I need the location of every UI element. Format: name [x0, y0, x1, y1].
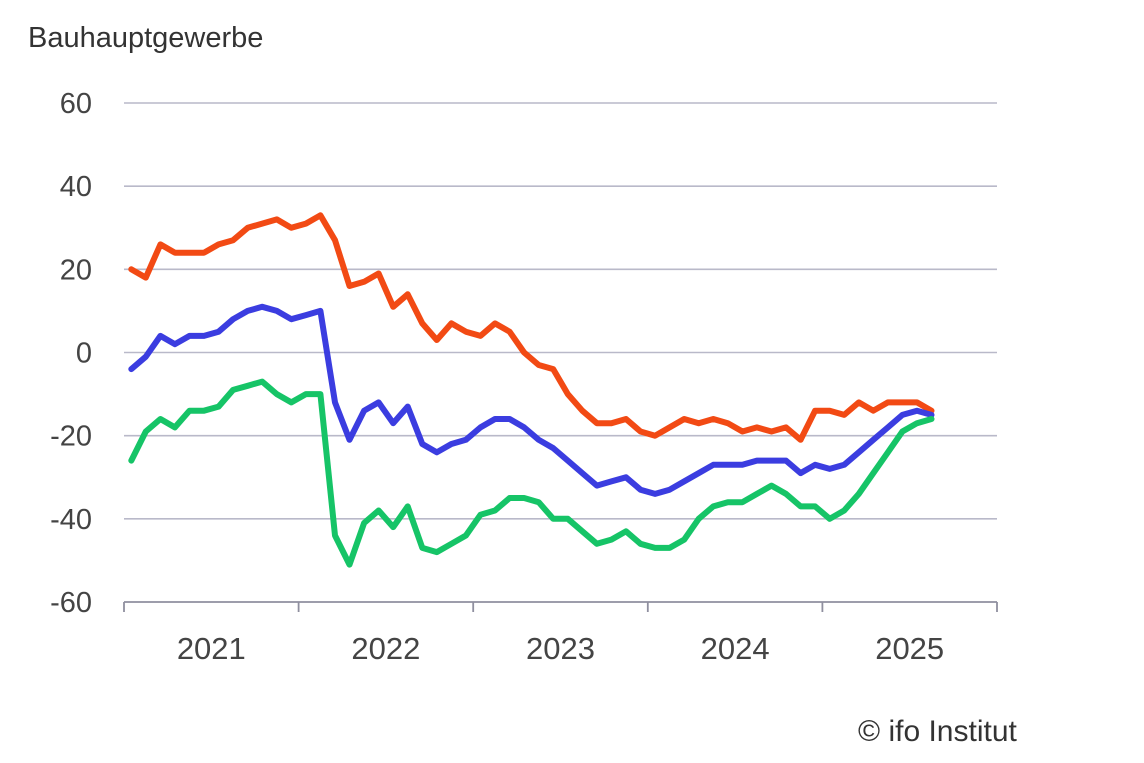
- y-tick-label: -40: [50, 504, 92, 536]
- series-lines: [128, 212, 935, 568]
- x-tick-label: 2022: [351, 631, 420, 666]
- y-tick-label: 20: [60, 254, 92, 286]
- series-line-1: [128, 212, 935, 443]
- x-axis: 2021 2022 2023 2024 2025: [123, 601, 998, 666]
- copyright-credit: © ifo Institut: [858, 715, 1017, 748]
- series-line-3: [128, 378, 935, 568]
- y-tick-label: 0: [76, 338, 92, 370]
- x-tick-label: 2025: [875, 631, 944, 666]
- x-tick-label: 2024: [701, 631, 770, 666]
- chart-title: Bauhauptgewerbe: [28, 22, 264, 54]
- series-line-2: [128, 303, 935, 497]
- x-tick-label: 2021: [177, 631, 246, 666]
- y-tick-label: -60: [50, 587, 92, 619]
- x-tick-label: 2023: [526, 631, 595, 666]
- y-tick-label: 40: [60, 171, 92, 203]
- y-tick-label: 60: [60, 88, 92, 120]
- y-axis-ticks: 60 40 20 0 -20 -40 -60: [50, 88, 92, 619]
- y-tick-label: -20: [50, 421, 92, 453]
